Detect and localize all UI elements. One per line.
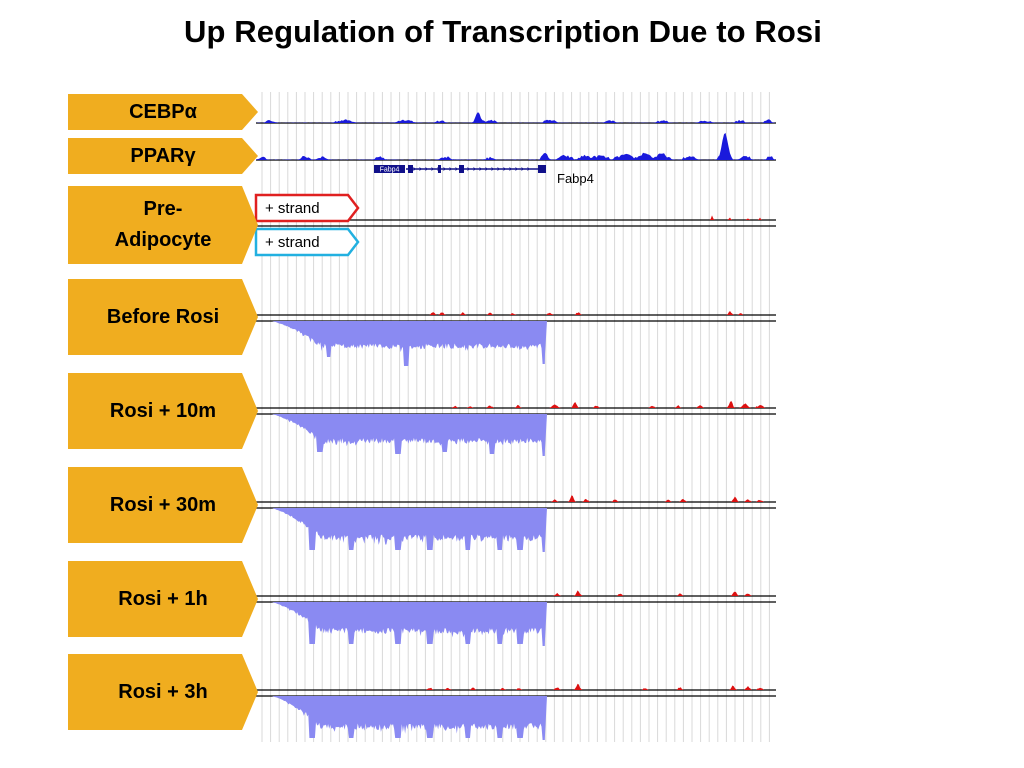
- strand-tag-text: + strand: [265, 200, 320, 217]
- strand-chevron: [431, 167, 434, 171]
- track-label-text: Rosi + 1h: [118, 587, 208, 610]
- strand-chevron: [437, 167, 440, 171]
- strand-tag: [254, 227, 360, 257]
- gene-label: Fabp4: [557, 171, 594, 186]
- strand-chevron: [509, 167, 512, 171]
- minus-strand-signal: [272, 602, 547, 646]
- strand-chevron: [503, 167, 506, 171]
- track-label-cebpa: CEBPα: [68, 94, 258, 130]
- track-label-rosi-10m: Rosi + 10m: [68, 373, 258, 449]
- chip-signal: [256, 112, 776, 123]
- track-label-before-rosi: Before Rosi: [68, 279, 258, 355]
- label-arrow-shape: [68, 561, 258, 637]
- track-label-text: Before Rosi: [106, 305, 220, 328]
- exon: [459, 165, 464, 173]
- strand-chevron: [455, 167, 458, 171]
- strand-tags: + strand + strand: [254, 193, 360, 257]
- track-label-pre-adipocyte: Pre- Adipocyte: [68, 186, 258, 264]
- chip-seq-tracks: [256, 112, 776, 161]
- label-arrow-shape: [68, 373, 258, 449]
- label-line-2: Adipocyte: [114, 229, 212, 251]
- track-label-text: CEBP: [129, 100, 185, 123]
- strand-chevron: [413, 167, 416, 171]
- label-arrow-shape: [68, 279, 258, 355]
- plus-strand-signal: [256, 400, 776, 408]
- track-label-rosi-1h: Rosi + 1h: [68, 561, 258, 637]
- label-arrow-shape: [68, 138, 258, 174]
- strand-chevron: [425, 167, 428, 171]
- strand-chevron: [449, 167, 452, 171]
- strand-chevron: [497, 167, 500, 171]
- label-line-1: Pre-: [143, 198, 183, 220]
- minus-strand-signal: [272, 414, 547, 456]
- minus-strand-signal: [272, 321, 547, 366]
- strand-chevron: [467, 167, 470, 171]
- label-arrow-shape: [68, 186, 258, 264]
- gamma-symbol: γ: [184, 144, 196, 167]
- strand-chevron: [443, 167, 446, 171]
- label-arrow-shape: [68, 654, 258, 730]
- track-label-text: Rosi + 3h: [118, 680, 208, 703]
- exon: [538, 165, 546, 173]
- chip-signal: [256, 132, 776, 160]
- gene-box: [374, 165, 405, 173]
- strand-chevron: [473, 167, 476, 171]
- strand-tag: [254, 193, 360, 223]
- track-label-rosi-30m: Rosi + 30m: [68, 467, 258, 543]
- strand-chevron: [479, 167, 482, 171]
- track-label-text: Rosi + 30m: [109, 493, 217, 516]
- strand-chevron: [515, 167, 518, 171]
- slide-title: Up Regulation of Transcription Due to Ro…: [184, 14, 822, 49]
- track-label-rosi-3h: Rosi + 3h: [68, 654, 258, 730]
- strand-tag-text: + strand: [265, 234, 320, 251]
- strand-chevron: [527, 167, 530, 171]
- strand-chevron: [419, 167, 422, 171]
- minus-strand-signal: [272, 696, 547, 740]
- strand-chevron: [491, 167, 494, 171]
- track-label-text: PPAR: [130, 144, 185, 167]
- track-label-text: Rosi + 10m: [109, 399, 217, 422]
- strand-chevron: [461, 167, 464, 171]
- strand-chevron: [521, 167, 524, 171]
- rna-seq-tracks: [256, 215, 776, 740]
- plus-strand-signal: [256, 495, 776, 502]
- plus-strand-signal: [256, 683, 776, 690]
- alpha-symbol: α: [184, 100, 197, 123]
- label-arrow-shape: [68, 94, 258, 130]
- strand-chevron: [485, 167, 488, 171]
- minus-strand-signal: [272, 508, 547, 552]
- track-label-pparg: PPARγ: [68, 138, 258, 174]
- label-arrow-shape: [68, 467, 258, 543]
- fabp4-gene-model: Fabp4 Fabp4: [374, 165, 594, 186]
- gene-box-label: Fabp4: [380, 167, 400, 174]
- plus-strand-signal: [256, 590, 776, 596]
- exon: [408, 165, 413, 173]
